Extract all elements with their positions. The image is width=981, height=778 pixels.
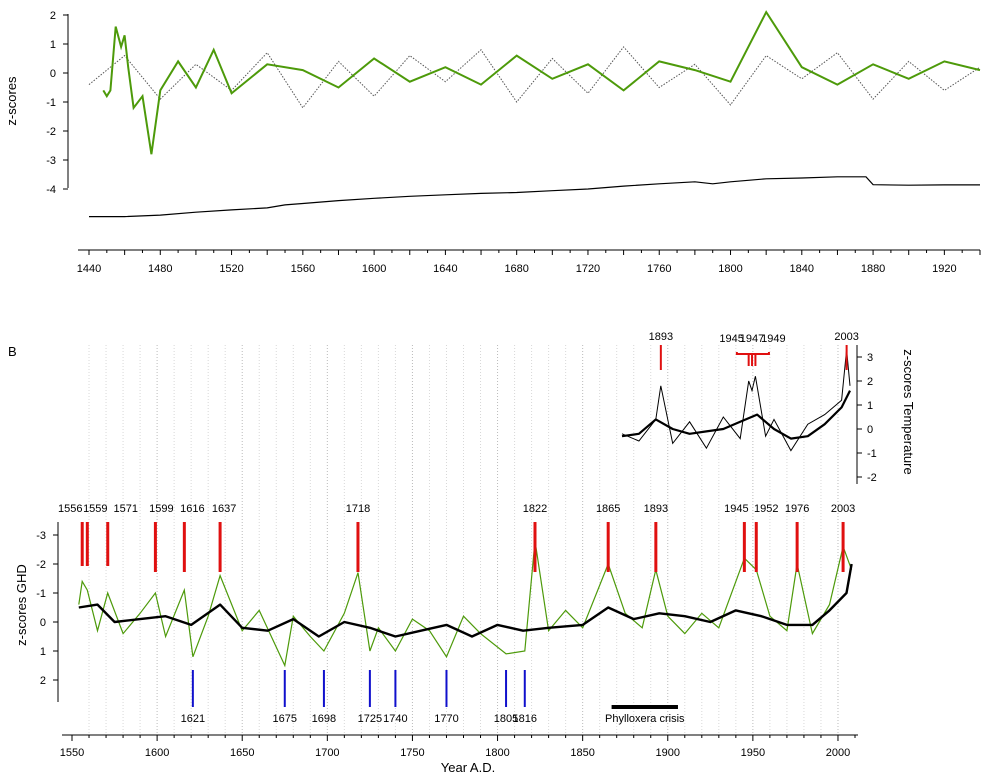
panel-b-x-tick-label: 1550 — [60, 747, 84, 759]
bottom-event-label: 1698 — [312, 713, 336, 725]
panel-b-x-tick-label: 1850 — [570, 747, 594, 759]
panel-a-black-series — [89, 176, 980, 218]
phylloxera-label: Phylloxera crisis — [605, 713, 685, 725]
panel-a-y-label: z-scores — [4, 76, 19, 126]
panel-b-x-tick-label: 1900 — [656, 747, 680, 759]
bottom-event-label: 1621 — [181, 713, 205, 725]
inset-y-tick-label: 3 — [867, 352, 873, 364]
top-event-label: 1945 — [724, 503, 748, 515]
panel-b-y-tick-label: 2 — [40, 675, 46, 687]
panel-b-x-tick-label: 1750 — [400, 747, 424, 759]
panel-b-y-tick-label: -2 — [36, 559, 46, 571]
inset-y-tick-label: 1 — [867, 400, 873, 412]
panel-a-x-tick-label: 1760 — [647, 263, 671, 275]
panel-a-x-tick-label: 1720 — [576, 263, 600, 275]
panel-a-x-tick-label: 1640 — [433, 263, 457, 275]
inset-thin-series — [621, 349, 851, 452]
inset-event-label: 1893 — [649, 331, 673, 343]
inset-y-tick-label: 2 — [867, 376, 873, 388]
top-event-label: 1571 — [114, 503, 138, 515]
top-event-label: 1599 — [149, 503, 173, 515]
panel-a-y-tick-label: 1 — [50, 39, 56, 51]
panel-a-x-tick-label: 1800 — [718, 263, 742, 275]
panel-a-y-tick-label: -3 — [46, 155, 56, 167]
top-event-label: 1952 — [754, 503, 778, 515]
inset-y-tick-label: -1 — [867, 448, 877, 460]
panel-a-y-tick-label: -2 — [46, 126, 56, 138]
inset-event-label: 2003 — [834, 331, 858, 343]
inset-event-label: 1947 — [740, 333, 764, 345]
panel-a-green-series — [102, 10, 981, 155]
inset-y-tick-label: 0 — [867, 424, 873, 436]
panel-b-x-tick-label: 1650 — [230, 747, 254, 759]
top-event-label: 1976 — [785, 503, 809, 515]
panel-b-green-series — [78, 540, 853, 668]
bottom-event-label: 1725 — [358, 713, 382, 725]
panel-a-x-tick-label: 1440 — [77, 263, 101, 275]
panel-b: B 1556 1559 1571 1599 1616 1637 1718 1822 1865 18… — [8, 344, 858, 775]
panel-b-y-tick-label: 0 — [40, 617, 46, 629]
panel-b-x-tick-label: 1600 — [145, 747, 169, 759]
panel-a-y-tick-label: -4 — [46, 184, 56, 196]
top-event-label: 2003 — [831, 503, 855, 515]
top-event-label: 1865 — [596, 503, 620, 515]
bottom-event-label: 1675 — [273, 713, 297, 725]
inset-bracket — [735, 352, 770, 355]
top-event-label: 1718 — [346, 503, 370, 515]
bottom-event-label: 1740 — [383, 713, 407, 725]
panel-b-x-tick-label: 1950 — [741, 747, 765, 759]
top-event-label: 1556 — [58, 503, 82, 515]
panel-a-y-tick-label: 0 — [50, 68, 56, 80]
top-event-label: 1616 — [180, 503, 204, 515]
panel-b-x-tick-label: 2000 — [826, 747, 850, 759]
inset-y-tick-label: -2 — [867, 472, 877, 484]
panel-a: 2 1 0 -1 -2 -3 -4 z-scores 1440 1480 1520 1560 160… — [4, 10, 981, 275]
inset-event-label: 1945 — [719, 333, 743, 345]
panel-b-smooth-series — [78, 563, 853, 638]
panel-b-y-tick-label: -3 — [36, 530, 46, 542]
bottom-event-label: 1805 — [494, 713, 518, 725]
top-event-label: 1637 — [212, 503, 236, 515]
panel-b-x-label: Year A.D. — [441, 760, 495, 775]
panel-a-x-tick-label: 1840 — [790, 263, 814, 275]
panel-a-y-tick-label: 2 — [50, 10, 56, 22]
top-event-label: 1893 — [644, 503, 668, 515]
bottom-event-label: 1816 — [513, 713, 537, 725]
panel-b-label: B — [8, 344, 17, 359]
panel-b-y-tick-label: 1 — [40, 646, 46, 658]
inset-smooth-series — [621, 390, 851, 440]
inset-y-label: z-scores Temperature — [901, 349, 916, 474]
panel-b-x-tick-label: 1700 — [315, 747, 339, 759]
panel-b-y-label: z-scores GHD — [14, 564, 29, 646]
panel-a-x-tick-label: 1520 — [219, 263, 243, 275]
panel-a-y-tick-label: -1 — [46, 97, 56, 109]
top-event-label: 1822 — [523, 503, 547, 515]
panel-a-x-tick-label: 1880 — [861, 263, 885, 275]
panel-a-x-tick-label: 1680 — [504, 263, 528, 275]
top-event-label: 1559 — [83, 503, 107, 515]
bottom-event-label: 1770 — [434, 713, 458, 725]
panel-a-dotted-series — [88, 46, 981, 109]
panel-a-x-tick-label: 1920 — [932, 263, 956, 275]
panel-b-y-tick-label: -1 — [36, 588, 46, 600]
panel-a-x-tick-label: 1560 — [291, 263, 315, 275]
panel-a-x-tick-label: 1600 — [362, 263, 386, 275]
inset-event-label: 1949 — [761, 333, 785, 345]
panel-b-x-tick-label: 1800 — [485, 747, 509, 759]
panel-a-x-tick-label: 1480 — [148, 263, 172, 275]
